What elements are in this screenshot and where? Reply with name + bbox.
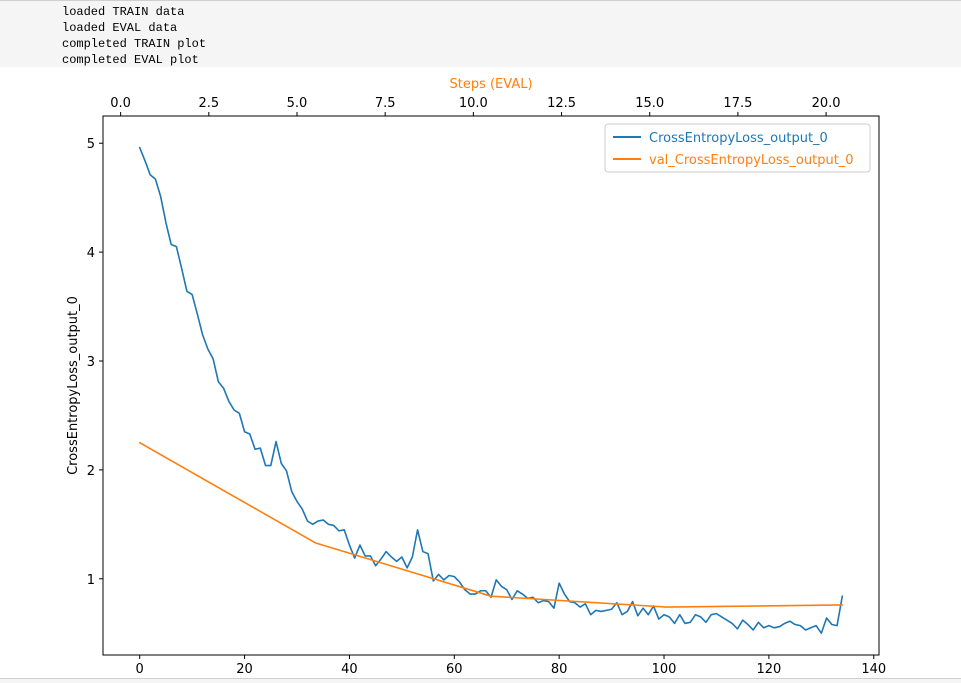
x2-tick-label: 5.0 xyxy=(287,96,308,111)
x2-tick-label: 7.5 xyxy=(375,96,396,111)
x-tick-label: 80 xyxy=(551,662,568,677)
plot-frame xyxy=(102,115,880,656)
series-line-eval xyxy=(138,441,844,608)
x-tick-label: 120 xyxy=(756,662,781,677)
y-tick-label: 1 xyxy=(87,573,95,588)
x2-tick-label: 0.0 xyxy=(110,96,131,111)
x2-tick-label: 20.0 xyxy=(812,96,841,111)
x-tick-label: 100 xyxy=(652,662,677,677)
legend: CrossEntropyLoss_output_0 val_CrossEntrop… xyxy=(604,123,871,173)
log-output: loaded TRAIN data loaded EVAL data compl… xyxy=(0,0,961,67)
log-line: completed EVAL plot xyxy=(62,53,199,67)
y-tick-label: 5 xyxy=(87,137,95,152)
legend-label: CrossEntropyLoss_output_0 xyxy=(649,131,828,146)
legend-box xyxy=(604,123,871,173)
log-line: loaded EVAL data xyxy=(62,21,178,35)
series-line-train xyxy=(138,146,844,635)
x-tick-label: 140 xyxy=(861,662,886,677)
output-bottom-divider xyxy=(0,678,961,683)
y-tick-label: 2 xyxy=(87,464,95,479)
x-tick-label: 40 xyxy=(341,662,358,677)
y-axis-label: CrossEntropyLoss_output_0 xyxy=(66,296,81,475)
x-tick-label: 60 xyxy=(446,662,463,677)
x2-tick-label: 17.5 xyxy=(723,96,752,111)
x2-axis-label: Steps (EVAL) xyxy=(449,77,532,92)
log-line: completed TRAIN plot xyxy=(62,37,207,51)
x2-tick-label: 10.0 xyxy=(459,96,488,111)
y-tick-label: 3 xyxy=(87,355,95,370)
log-line: loaded TRAIN data xyxy=(62,5,185,19)
x2-tick-label: 2.5 xyxy=(198,96,219,111)
x-tick-label: 20 xyxy=(236,662,253,677)
y-tick-label: 4 xyxy=(87,246,95,261)
x-tick-label: 0 xyxy=(136,662,144,677)
legend-label: val_CrossEntropyLoss_output_0 xyxy=(649,153,854,168)
x2-tick-label: 15.0 xyxy=(635,96,664,111)
x2-tick-label: 12.5 xyxy=(547,96,576,111)
